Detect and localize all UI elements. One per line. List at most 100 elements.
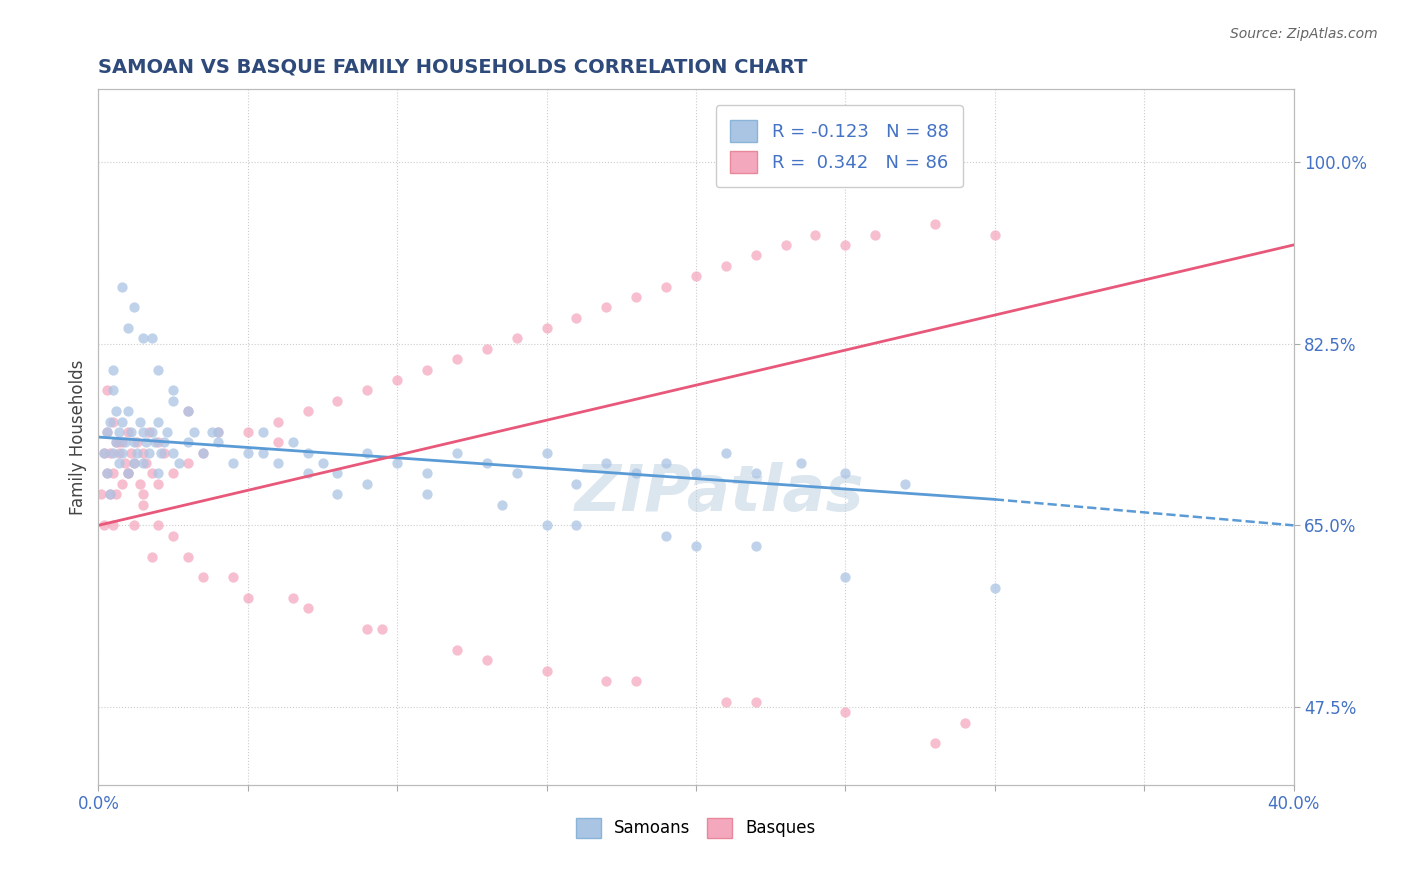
Point [96, 467, 118, 481]
Point [177, 549, 200, 564]
Point [446, 643, 468, 657]
Point [236, 445, 259, 459]
Point [120, 425, 142, 439]
Point [595, 456, 617, 470]
Y-axis label: Family Households: Family Households [69, 359, 87, 515]
Point [103, 384, 125, 398]
Point [297, 445, 319, 459]
Point [297, 601, 319, 615]
Point [127, 445, 149, 459]
Point [924, 217, 946, 231]
Point [93, 445, 115, 459]
Point [311, 456, 333, 470]
Point [536, 664, 558, 678]
Point [111, 445, 134, 459]
Legend: Samoans, Basques: Samoans, Basques [568, 809, 824, 847]
Point [745, 539, 768, 553]
Point [685, 467, 707, 481]
Point [124, 456, 146, 470]
Point [475, 653, 498, 667]
Point [416, 487, 439, 501]
Point [326, 467, 349, 481]
Point [162, 529, 184, 543]
Point [124, 456, 146, 470]
Point [984, 581, 1007, 595]
Point [506, 331, 529, 345]
Point [138, 425, 160, 439]
Point [108, 435, 131, 450]
Point [685, 539, 707, 553]
Point [506, 467, 529, 481]
Point [96, 425, 118, 439]
Point [138, 445, 160, 459]
Point [626, 674, 648, 689]
Point [536, 445, 558, 459]
Point [98, 445, 122, 459]
Point [124, 518, 146, 533]
Point [117, 467, 139, 481]
Point [834, 570, 856, 584]
Point [156, 425, 179, 439]
Point [148, 518, 170, 533]
Point [111, 476, 134, 491]
Point [143, 435, 166, 450]
Point [201, 425, 224, 439]
Point [356, 622, 378, 636]
Point [207, 435, 229, 450]
Point [148, 362, 170, 376]
Point [148, 476, 170, 491]
Point [834, 467, 856, 481]
Point [127, 435, 149, 450]
Point [834, 706, 856, 720]
Point [103, 415, 125, 429]
Point [177, 435, 200, 450]
Point [90, 487, 112, 501]
Point [356, 384, 378, 398]
Point [536, 321, 558, 335]
Point [93, 518, 115, 533]
Point [326, 487, 349, 501]
Point [385, 373, 409, 387]
Point [141, 425, 163, 439]
Point [789, 456, 811, 470]
Point [98, 487, 122, 501]
Point [98, 487, 122, 501]
Point [132, 331, 155, 345]
Point [129, 415, 152, 429]
Point [267, 415, 290, 429]
Point [162, 445, 184, 459]
Point [132, 487, 155, 501]
Point [655, 529, 678, 543]
Point [595, 674, 617, 689]
Point [191, 445, 214, 459]
Point [120, 445, 142, 459]
Point [162, 393, 184, 408]
Point [162, 467, 184, 481]
Text: ZIPatlas: ZIPatlas [575, 462, 865, 524]
Point [191, 445, 214, 459]
Point [865, 227, 887, 242]
Point [141, 467, 163, 481]
Point [191, 570, 214, 584]
Point [177, 404, 200, 418]
Point [132, 498, 155, 512]
Point [105, 404, 128, 418]
Point [105, 487, 128, 501]
Point [222, 456, 245, 470]
Point [105, 435, 128, 450]
Point [281, 591, 304, 605]
Point [595, 300, 617, 314]
Point [356, 445, 378, 459]
Point [685, 269, 707, 284]
Point [222, 570, 245, 584]
Point [475, 456, 498, 470]
Point [626, 290, 648, 304]
Point [108, 425, 131, 439]
Point [167, 456, 190, 470]
Point [745, 248, 768, 262]
Point [297, 467, 319, 481]
Point [475, 342, 498, 356]
Point [111, 415, 134, 429]
Point [105, 435, 128, 450]
Point [207, 425, 229, 439]
